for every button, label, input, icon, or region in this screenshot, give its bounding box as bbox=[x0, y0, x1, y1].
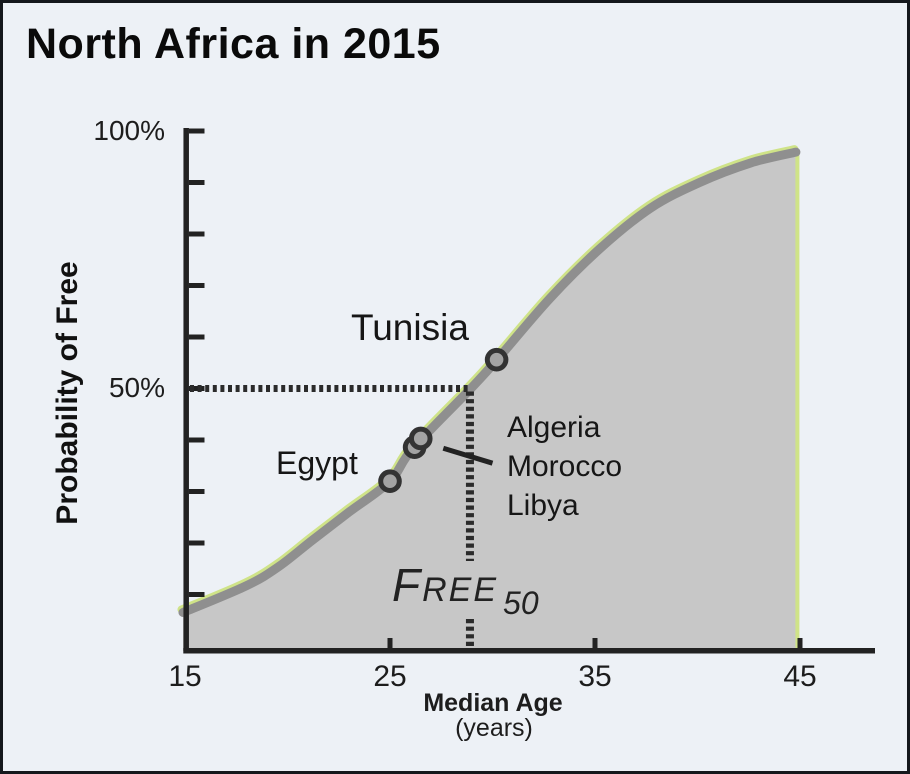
label-egypt: Egypt bbox=[276, 445, 358, 481]
y-tick-label-100: 100% bbox=[93, 115, 165, 146]
data-point-2-algeria-morocco-libya bbox=[408, 426, 433, 451]
x-tick-label-35: 35 bbox=[578, 660, 612, 693]
label-tunisia: Tunisia bbox=[351, 307, 469, 348]
x-tick-label-45: 45 bbox=[783, 660, 817, 693]
label-morocco: Morocco bbox=[507, 450, 623, 483]
probability-curve bbox=[178, 147, 801, 617]
x-axis-unit: (years) bbox=[455, 714, 533, 742]
free50-text: FREE bbox=[392, 559, 499, 611]
y-axis-title: Probability of Free bbox=[51, 261, 84, 525]
x-axis-title: Median Age bbox=[423, 689, 563, 717]
x-tick-label-25: 25 bbox=[373, 660, 407, 693]
data-point-0-egypt bbox=[378, 469, 402, 494]
label-algeria: Algeria bbox=[507, 411, 601, 444]
free50-subscript: 50 bbox=[503, 585, 539, 621]
x-tick-label-15: 15 bbox=[168, 660, 202, 693]
label-free50: FREE 50 bbox=[392, 558, 539, 621]
label-libya: Libya bbox=[507, 489, 579, 522]
data-point-3-tunisia bbox=[484, 347, 509, 372]
cluster-leader-line bbox=[442, 445, 494, 466]
label-algeria-morocco-libya: Algeria Morocco Libya bbox=[507, 408, 622, 525]
y-tick-label-50: 50% bbox=[108, 372, 165, 403]
chart-title: North Africa in 2015 bbox=[26, 20, 441, 68]
